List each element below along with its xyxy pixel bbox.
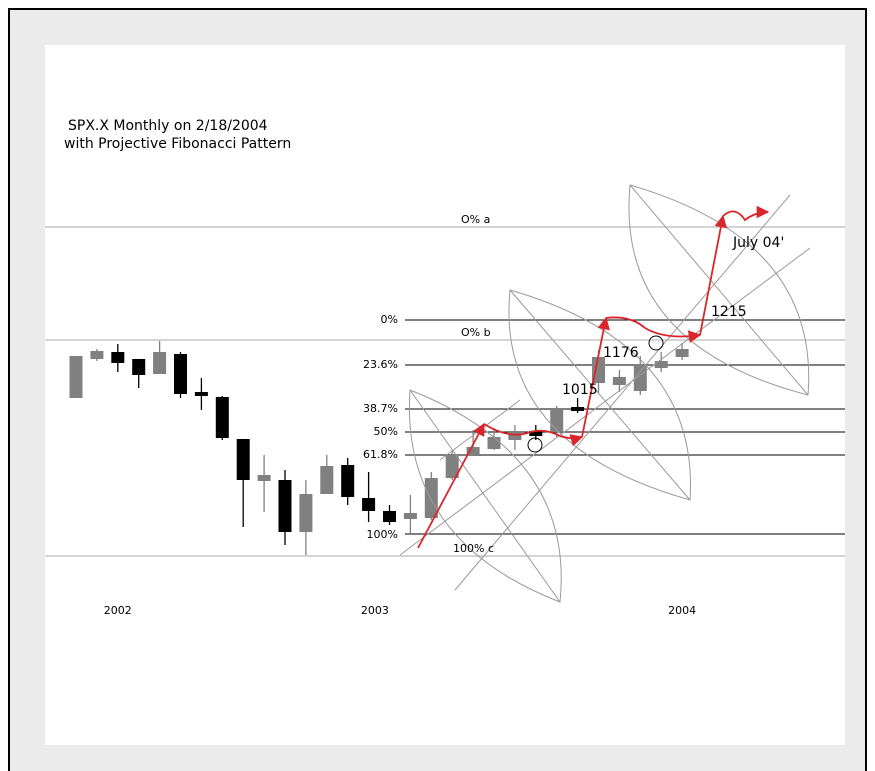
candle-body — [466, 447, 480, 455]
candle-body — [90, 351, 104, 359]
candle-body — [654, 361, 668, 368]
candle-body — [612, 377, 626, 385]
candle-body — [445, 455, 459, 478]
annotation: July 04' — [732, 235, 784, 251]
projection-level-label: O% b — [461, 326, 491, 339]
candle-body — [403, 513, 417, 519]
candle-body — [675, 349, 689, 357]
candle-body — [215, 397, 229, 438]
fib-level-label: 100% — [367, 528, 398, 541]
candle-body — [362, 498, 376, 511]
candles — [69, 341, 689, 555]
fib-level-label: 0% — [381, 313, 398, 326]
fib-level-label: 61.8% — [363, 448, 398, 461]
candle-body — [424, 478, 438, 518]
x-tick-label: 2004 — [668, 604, 696, 617]
pivot-circle — [648, 335, 664, 351]
candle-body — [508, 432, 522, 440]
candle-body — [529, 431, 543, 436]
fib-level-label: 50% — [374, 425, 398, 438]
candle-body — [69, 356, 83, 398]
price-target: 1215 — [711, 304, 747, 320]
plot-area — [45, 45, 845, 745]
candle-body — [320, 466, 334, 494]
candle-body — [132, 359, 146, 375]
projection-level-label: O% a — [461, 213, 490, 226]
candle-body — [487, 437, 501, 449]
chart-subtitle: with Projective Fibonacci Pattern — [64, 136, 291, 152]
candle-body — [278, 480, 292, 532]
projection-level-label: 100% c — [453, 542, 494, 555]
x-tick-label: 2003 — [361, 604, 389, 617]
candle-body — [299, 494, 313, 532]
candle-body — [236, 439, 250, 480]
fibonacci-geometry — [399, 184, 811, 603]
candle-body — [550, 409, 564, 432]
x-tick-label: 2002 — [104, 604, 132, 617]
chart-title: SPX.X Monthly on 2/18/2004 — [68, 118, 268, 134]
candle-body — [153, 352, 167, 374]
candle-body — [571, 407, 585, 411]
pivot-circle — [527, 437, 543, 453]
candle-body — [592, 357, 605, 383]
projection-path — [417, 205, 770, 549]
levels — [45, 226, 845, 557]
price-target: 1015 — [562, 382, 598, 398]
candle-body — [633, 364, 647, 391]
candle-body — [194, 392, 208, 396]
candle-body — [174, 354, 187, 394]
candle-body — [341, 465, 355, 497]
fib-level-label: 23.6% — [363, 358, 398, 371]
candle-body — [257, 475, 271, 481]
fib-level-label: 38.7% — [363, 402, 398, 415]
price-target: 1176 — [603, 345, 639, 361]
candle-body — [383, 511, 396, 522]
candle-body — [111, 352, 125, 363]
